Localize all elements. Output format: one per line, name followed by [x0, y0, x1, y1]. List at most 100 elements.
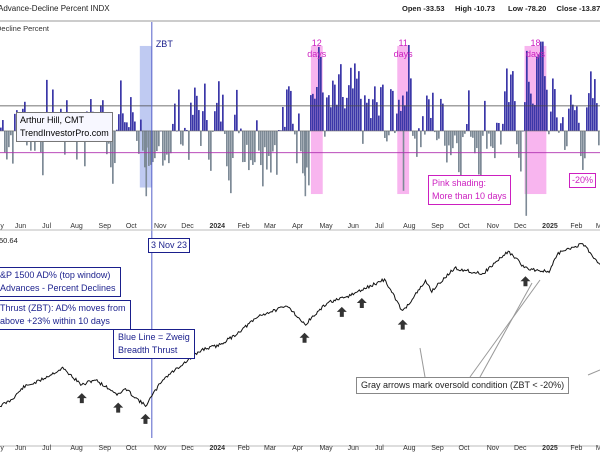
ad-bar — [366, 102, 368, 131]
oversold-arrow-6 — [356, 297, 367, 308]
ad-bar — [388, 130, 390, 136]
ad-bar — [234, 114, 236, 131]
ohlc-open: Open -33.53 — [402, 4, 445, 13]
ad-bar — [300, 130, 302, 152]
ad-bar — [494, 130, 496, 159]
top-legend: Decline Percent — [0, 24, 50, 33]
ad-bar — [178, 89, 180, 131]
ad-bar — [532, 103, 534, 131]
ad-bar — [408, 44, 410, 131]
top-month-label-0: y — [0, 223, 4, 230]
ad-bar — [264, 130, 266, 148]
ad-bar — [172, 123, 174, 131]
ad-bar — [574, 110, 576, 131]
ad-bar — [166, 130, 168, 155]
ad-bar — [430, 117, 432, 131]
ad-bar — [518, 130, 520, 158]
ad-bar — [180, 130, 182, 145]
ad-bar — [486, 130, 488, 149]
ad-bar — [182, 130, 184, 146]
ad-bar — [284, 126, 286, 131]
blue-line-note: Blue Line = Zweig Breadth Thrust — [113, 329, 195, 359]
ad-bar — [404, 105, 406, 131]
ad-bar — [466, 124, 468, 131]
ad-bar — [396, 113, 398, 131]
ad-bar — [252, 130, 254, 165]
ad-bar — [306, 130, 308, 168]
ad-bar — [598, 130, 600, 146]
ad-bar — [378, 115, 380, 131]
panel-frames — [0, 20, 600, 447]
ad-bar — [204, 83, 206, 131]
ad-bar — [564, 130, 566, 150]
ad-bar — [270, 130, 272, 173]
ad-bar — [544, 76, 546, 131]
oversold-arrows — [76, 276, 531, 424]
ad-bar — [542, 41, 544, 131]
pink-note-line1: Pink shading: — [432, 178, 487, 188]
ad-bar — [474, 130, 476, 154]
ad-bar — [438, 130, 440, 139]
bottom-month-label-4: Sep — [99, 445, 112, 452]
ad-bar — [316, 86, 318, 131]
callout-line-1 — [419, 347, 426, 378]
top-month-label-3: Aug — [70, 223, 83, 230]
ad-bar — [436, 130, 438, 141]
day-unit-2: days — [394, 49, 414, 59]
top-month-label-5: Oct — [126, 223, 137, 230]
ad-bar — [152, 130, 154, 163]
ad-bar — [198, 110, 200, 131]
ad-bar — [358, 71, 360, 131]
ad-bar — [468, 90, 470, 131]
ad-bar — [524, 102, 526, 131]
ad-bar — [330, 107, 332, 131]
top-month-label-2: Jul — [42, 223, 51, 230]
ad-bar — [490, 130, 492, 147]
ad-bar — [520, 130, 522, 172]
ad-bar — [432, 92, 434, 131]
callout-lines — [419, 279, 600, 378]
ad-bar — [296, 130, 298, 164]
ad-bar — [250, 130, 252, 161]
zbt-definition-box: Thrust (ZBT): AD% moves from above +23% … — [0, 300, 131, 330]
ad-bar — [268, 130, 270, 156]
ad-bar — [318, 47, 320, 131]
bottom-month-label-19: Dec — [514, 445, 527, 452]
ad-bar — [346, 97, 348, 131]
bottom-month-label-1: Jun — [15, 445, 26, 452]
ad-bar — [504, 91, 506, 131]
ad-bar — [568, 108, 570, 131]
ad-bar — [526, 50, 528, 131]
ad-bar — [426, 95, 428, 131]
ad-bar — [572, 104, 574, 131]
chart-text-layer: Advance-Decline Percent INDX Open -33.53 H… — [0, 4, 600, 245]
ad-bar — [8, 130, 10, 148]
ad-bar — [416, 130, 418, 157]
top-month-label-22: Mar — [596, 223, 600, 230]
ad-bar — [576, 106, 578, 131]
ad-bar — [454, 130, 456, 136]
ad-bar — [458, 130, 460, 173]
ad-bar — [506, 68, 508, 131]
ad-bar — [480, 130, 482, 182]
ad-bar — [592, 98, 594, 131]
ad-bar — [540, 41, 542, 131]
ad-bar — [118, 114, 120, 131]
ad-bar — [566, 130, 568, 147]
legend-line2: Advances - Percent Declines — [0, 283, 116, 293]
month-axis-labels: y Jun Jul Aug Sep Oct Nov Dec 2024 Feb Mar Apr May Ju… — [0, 223, 600, 452]
ad-bar — [200, 130, 202, 146]
pink-note-line2: More than 10 days — [432, 191, 507, 201]
ad-bar — [314, 98, 316, 131]
ad-bar — [514, 101, 516, 131]
ad-bar — [546, 89, 548, 131]
ad-bar — [312, 93, 314, 131]
ad-bar — [114, 130, 116, 164]
ad-bar — [372, 99, 374, 131]
ad-bar — [328, 95, 330, 131]
ad-bar — [442, 103, 444, 131]
ad-bar — [210, 130, 212, 171]
ad-bar — [334, 84, 336, 131]
ad-bar — [84, 130, 86, 167]
